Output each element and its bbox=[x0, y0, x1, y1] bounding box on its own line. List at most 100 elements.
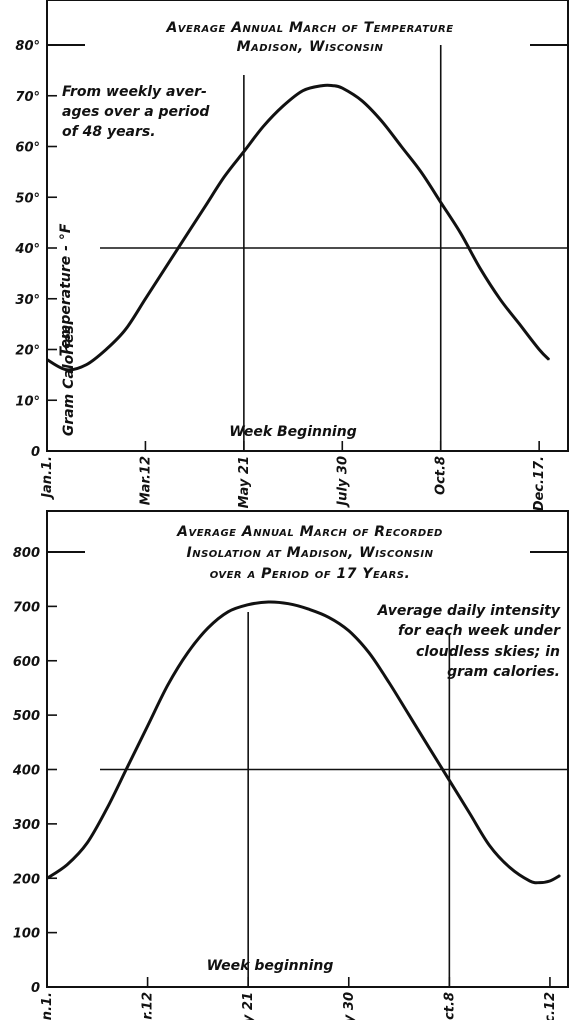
data-point bbox=[86, 842, 88, 844]
data-point bbox=[267, 601, 269, 603]
data-point bbox=[549, 880, 551, 882]
data-point bbox=[468, 812, 471, 814]
data-point bbox=[184, 237, 186, 239]
data-point bbox=[144, 298, 146, 300]
x-tick-label: Oct.8 bbox=[434, 456, 449, 495]
y-axis-label: Gram Calories. bbox=[61, 320, 77, 436]
data-point bbox=[307, 608, 310, 610]
x-tick-label: Jan.1. bbox=[40, 992, 55, 1020]
data-point bbox=[331, 85, 334, 87]
data-point bbox=[538, 348, 540, 351]
chart-note-line: Average daily intensity bbox=[377, 603, 561, 619]
data-point bbox=[147, 725, 149, 727]
chart-note-line: gram calories. bbox=[447, 664, 560, 680]
chart-title-line: Average Annual March of Recorded bbox=[176, 524, 443, 540]
x-tick-label: Oct.8 bbox=[442, 992, 457, 1020]
data-point bbox=[203, 206, 206, 208]
data-point bbox=[381, 120, 383, 122]
chart-note-line: ages over a period bbox=[62, 104, 210, 120]
plot-frame bbox=[46, 510, 569, 988]
chart-panel-2: Average Annual March of Recorded Insolati… bbox=[12, 320, 569, 1025]
data-point bbox=[548, 359, 550, 361]
data-point bbox=[448, 779, 450, 782]
data-point bbox=[302, 90, 304, 92]
chart-title-line: over a Period of 17 Years. bbox=[210, 566, 411, 582]
x-tick-label: Jan.1. bbox=[40, 456, 55, 501]
y-tick-label: 20° bbox=[15, 344, 40, 359]
x-tick-label: July 30 bbox=[335, 456, 350, 509]
data-point bbox=[262, 125, 265, 127]
chart-title-line: Average Annual March of Temperature bbox=[165, 20, 453, 36]
y-tick-label: 600 bbox=[13, 655, 40, 670]
series-line bbox=[46, 600, 561, 885]
data-point bbox=[287, 603, 289, 605]
data-point bbox=[207, 627, 209, 629]
data-point bbox=[105, 348, 107, 351]
data-point bbox=[420, 171, 422, 173]
y-tick-label: 50° bbox=[15, 191, 40, 206]
chart-note-line: for each week under bbox=[398, 623, 561, 639]
data-point bbox=[368, 652, 370, 654]
data-point bbox=[167, 684, 169, 686]
data-point bbox=[428, 747, 430, 749]
x-tick-label: May 21 bbox=[237, 456, 252, 508]
y-tick-label: 200 bbox=[13, 872, 40, 887]
data-point bbox=[243, 151, 245, 153]
x-tick-label: Dec.12 bbox=[543, 992, 558, 1020]
chart-title-line: Madison, Wisconsin bbox=[237, 39, 384, 55]
data-point bbox=[227, 611, 229, 613]
y-tick-label: 40° bbox=[14, 242, 40, 257]
chart-note-line: cloudless skies; in bbox=[416, 644, 560, 660]
data-point bbox=[164, 267, 166, 269]
x-tick-label: Dec.17. bbox=[532, 456, 547, 511]
data-point bbox=[66, 369, 68, 371]
data-point bbox=[518, 323, 521, 325]
x-tick-label: May 21 bbox=[241, 992, 256, 1020]
y-tick-label: 80° bbox=[15, 39, 40, 54]
y-tick-label: 0 bbox=[31, 981, 40, 996]
data-point bbox=[400, 145, 402, 148]
y-tick-label: 10° bbox=[15, 394, 40, 409]
data-point bbox=[440, 201, 442, 203]
data-point bbox=[388, 681, 390, 684]
plot-frame bbox=[46, 0, 569, 452]
data-point bbox=[247, 604, 249, 606]
data-point bbox=[187, 652, 189, 654]
y-tick-label: 70° bbox=[15, 90, 40, 105]
data-point bbox=[341, 87, 343, 89]
y-tick-label: 700 bbox=[13, 600, 40, 615]
data-point bbox=[223, 176, 225, 178]
data-point bbox=[328, 616, 330, 618]
y-tick-label: 100 bbox=[13, 927, 40, 942]
chart-note-line: From weekly aver- bbox=[62, 84, 207, 100]
data-point bbox=[499, 298, 501, 300]
chart-title-line: Insolation at Madison, Wisconsin bbox=[186, 545, 433, 561]
data-point bbox=[529, 880, 531, 882]
y-tick-label: 0 bbox=[31, 445, 40, 460]
x-axis-label: Week Beginning bbox=[229, 424, 356, 440]
data-point bbox=[85, 364, 87, 366]
chart-panel-1: Average Annual March of Temperature Madis… bbox=[14, 0, 569, 511]
chart-note-line: of 48 years. bbox=[62, 124, 156, 140]
data-point bbox=[66, 864, 68, 866]
data-point bbox=[46, 877, 48, 879]
x-tick-label: Mar.12 bbox=[141, 992, 156, 1020]
data-point bbox=[126, 766, 129, 768]
y-tick-label: 60° bbox=[15, 141, 40, 156]
data-point bbox=[559, 874, 561, 877]
series-line bbox=[46, 83, 551, 372]
data-point bbox=[539, 882, 541, 884]
data-point bbox=[479, 267, 481, 269]
data-point bbox=[282, 105, 284, 107]
data-point bbox=[348, 630, 350, 632]
data-point bbox=[106, 807, 108, 809]
y-tick-label: 400 bbox=[12, 764, 40, 779]
data-point bbox=[459, 232, 461, 234]
data-point bbox=[125, 328, 127, 330]
x-tick-label: Mar.12 bbox=[138, 456, 153, 505]
data-point bbox=[509, 866, 511, 869]
data-point bbox=[361, 100, 363, 102]
data-point bbox=[46, 359, 48, 361]
